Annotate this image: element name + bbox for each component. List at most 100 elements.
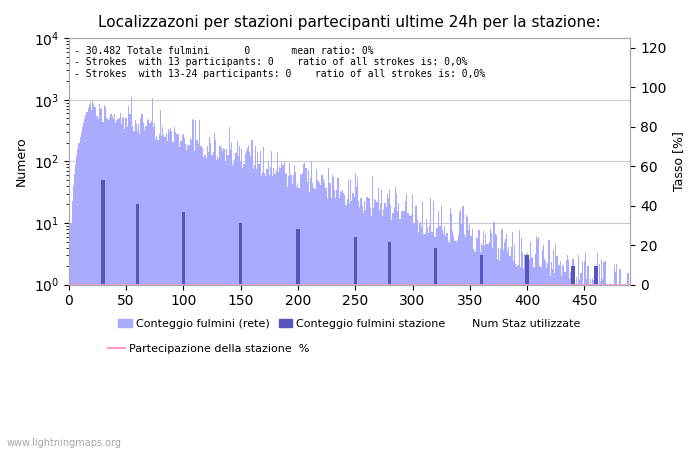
Bar: [326, 188, 327, 450]
Title: Localizzazoni per stazioni partecipanti ultime 24h per la stazione:: Localizzazoni per stazioni partecipanti …: [98, 15, 601, 30]
Bar: [230, 150, 231, 450]
Bar: [254, 165, 255, 450]
Bar: [302, 173, 303, 450]
Y-axis label: Numero: Numero: [15, 137, 28, 186]
Bar: [371, 216, 372, 450]
Bar: [343, 193, 344, 450]
Bar: [181, 212, 185, 450]
Bar: [310, 178, 311, 450]
Bar: [82, 127, 83, 450]
Bar: [605, 261, 606, 450]
Bar: [265, 176, 267, 450]
Bar: [535, 254, 536, 450]
Bar: [309, 192, 310, 450]
Bar: [244, 154, 246, 450]
Bar: [210, 143, 211, 450]
Bar: [96, 116, 97, 450]
Bar: [354, 237, 357, 450]
Bar: [219, 146, 220, 450]
Bar: [130, 114, 131, 450]
Bar: [384, 203, 386, 450]
Bar: [496, 234, 497, 450]
Bar: [136, 131, 138, 450]
Bar: [330, 198, 332, 450]
Bar: [195, 120, 197, 450]
Bar: [612, 285, 614, 450]
Bar: [583, 285, 584, 450]
Bar: [442, 230, 443, 450]
Bar: [393, 207, 395, 450]
Bar: [355, 173, 356, 450]
Bar: [623, 285, 624, 450]
Bar: [269, 175, 270, 450]
Bar: [262, 171, 263, 450]
Bar: [156, 136, 158, 450]
Bar: [231, 142, 232, 450]
Bar: [529, 259, 530, 450]
Bar: [83, 123, 84, 450]
Bar: [274, 174, 276, 450]
Bar: [271, 151, 272, 450]
Bar: [71, 201, 73, 450]
Bar: [491, 233, 492, 450]
Bar: [444, 226, 445, 450]
Bar: [506, 234, 507, 450]
Bar: [489, 242, 490, 450]
Bar: [374, 199, 375, 450]
Bar: [592, 278, 593, 450]
Bar: [445, 236, 447, 450]
Bar: [102, 180, 105, 450]
Bar: [159, 135, 160, 450]
Bar: [416, 220, 418, 450]
Bar: [375, 200, 377, 450]
Bar: [224, 149, 225, 450]
Bar: [209, 137, 210, 450]
Bar: [105, 107, 106, 450]
Bar: [452, 231, 453, 450]
Bar: [591, 285, 592, 450]
Bar: [615, 272, 616, 450]
Bar: [617, 285, 618, 450]
Bar: [342, 190, 343, 450]
Bar: [412, 194, 413, 450]
Bar: [476, 237, 477, 450]
Bar: [524, 254, 526, 450]
Bar: [501, 229, 503, 450]
Bar: [425, 234, 426, 450]
Bar: [356, 187, 357, 450]
Bar: [390, 205, 391, 450]
Bar: [352, 193, 354, 450]
Bar: [304, 163, 305, 450]
Bar: [430, 198, 431, 450]
Bar: [460, 210, 461, 450]
Bar: [404, 211, 405, 450]
Bar: [174, 127, 175, 450]
Bar: [222, 151, 223, 450]
Bar: [585, 252, 586, 450]
Bar: [424, 234, 425, 450]
Bar: [139, 134, 140, 450]
Bar: [627, 274, 629, 450]
Legend: Partecipazione della stazione  %: Partecipazione della stazione %: [104, 339, 314, 358]
Bar: [454, 241, 456, 450]
Bar: [141, 114, 143, 450]
Bar: [538, 237, 539, 450]
Bar: [239, 223, 242, 450]
Bar: [138, 124, 139, 450]
Bar: [354, 197, 355, 450]
Bar: [246, 151, 247, 450]
Bar: [614, 265, 615, 450]
Bar: [284, 162, 285, 450]
Bar: [85, 115, 86, 450]
Bar: [555, 244, 556, 450]
Bar: [279, 166, 280, 450]
Bar: [542, 250, 543, 450]
Bar: [451, 214, 452, 450]
Bar: [294, 165, 295, 450]
Bar: [428, 233, 429, 450]
Bar: [175, 132, 176, 450]
Bar: [147, 119, 148, 450]
Bar: [248, 145, 249, 450]
Bar: [618, 285, 620, 450]
Bar: [272, 176, 273, 450]
